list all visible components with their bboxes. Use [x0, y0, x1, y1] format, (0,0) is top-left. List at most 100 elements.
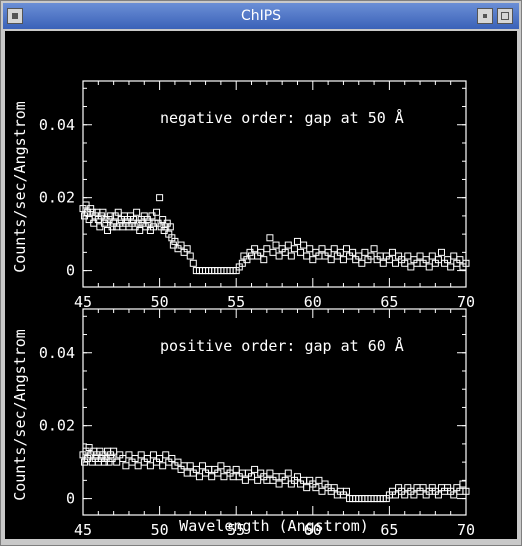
data-point	[87, 205, 95, 213]
data-point	[315, 476, 323, 484]
y-axis-label: Counts/sec/Angstrom	[11, 101, 29, 273]
data-point	[284, 241, 292, 249]
y-tick-label: 0.02	[39, 417, 75, 435]
y-tick-label: 0.04	[39, 116, 75, 134]
data-point	[85, 444, 93, 452]
data-point	[90, 219, 98, 227]
data-point	[220, 473, 228, 481]
data-point	[327, 256, 335, 264]
data-point	[422, 256, 430, 264]
data-point	[330, 484, 338, 492]
data-point	[110, 447, 118, 455]
data-points	[79, 444, 470, 503]
top-plot: negative order: gap at 50 Å Counts/sec/A…	[11, 80, 475, 311]
x-tick-label: 70	[457, 293, 475, 311]
data-point	[281, 248, 289, 256]
data-point	[434, 491, 442, 499]
x-tick-label: 45	[74, 293, 92, 311]
data-point	[82, 201, 90, 209]
data-point	[99, 208, 107, 216]
data-point	[306, 245, 314, 253]
x-tick-label: 45	[74, 521, 92, 539]
data-point	[246, 248, 254, 256]
x-tick-label: 60	[304, 521, 322, 539]
data-point	[355, 252, 363, 260]
x-tick-label: 55	[227, 293, 245, 311]
data-point	[263, 245, 271, 253]
y-axis-label: Counts/sec/Angstrom	[11, 329, 29, 501]
data-points	[79, 194, 470, 275]
data-point	[450, 491, 458, 499]
data-point	[379, 259, 387, 267]
data-point	[404, 252, 412, 260]
y-tick-label: 0	[66, 262, 75, 280]
data-point	[425, 263, 433, 271]
y-tick-label: 0	[66, 490, 75, 508]
data-point	[85, 216, 93, 224]
data-point	[133, 208, 141, 216]
data-point	[434, 256, 442, 264]
data-point	[100, 219, 108, 227]
data-point	[153, 208, 161, 216]
data-point	[287, 252, 295, 260]
data-point	[293, 237, 301, 245]
title-bar[interactable]: ChIPS	[3, 3, 519, 29]
data-point	[125, 451, 133, 459]
window-menu-icon[interactable]	[7, 8, 23, 24]
maximize-icon[interactable]	[497, 8, 513, 24]
data-point	[183, 245, 191, 253]
data-point	[251, 245, 259, 253]
data-point	[162, 451, 170, 459]
data-point	[108, 454, 116, 462]
data-point	[192, 465, 200, 473]
data-point	[290, 245, 298, 253]
data-point	[456, 256, 464, 264]
data-point	[339, 256, 347, 264]
data-point	[367, 252, 375, 260]
data-point	[293, 473, 301, 481]
data-point	[266, 234, 274, 242]
data-point	[275, 480, 283, 488]
data-point	[108, 223, 116, 231]
data-point	[183, 469, 191, 477]
data-point	[119, 454, 127, 462]
data-point	[450, 252, 458, 260]
data-point	[416, 252, 424, 260]
data-point	[462, 487, 470, 495]
data-point	[208, 473, 216, 481]
data-point	[248, 473, 256, 481]
data-point	[318, 245, 326, 253]
data-point	[392, 259, 400, 267]
minimize-icon[interactable]	[477, 8, 493, 24]
data-point	[385, 256, 393, 264]
data-point	[248, 252, 256, 260]
data-point	[122, 462, 130, 470]
plot-svg: negative order: gap at 50 Å Counts/sec/A…	[11, 80, 475, 539]
data-point	[214, 469, 222, 477]
data-point	[336, 248, 344, 256]
x-axis-label: Wavelength (Angstrom)	[179, 517, 369, 535]
data-point	[343, 245, 351, 253]
data-point	[146, 462, 154, 470]
x-tick-label: 50	[151, 293, 169, 311]
data-point	[166, 223, 174, 231]
axis-ticks: 45 50 55 60 65 70 0 0.02 0.04	[39, 81, 475, 311]
data-point	[159, 462, 167, 470]
data-point	[241, 476, 249, 484]
data-point	[324, 248, 332, 256]
data-point	[303, 484, 311, 492]
y-tick-label: 0.02	[39, 189, 75, 207]
plot-frame	[82, 80, 467, 288]
data-point	[309, 256, 317, 264]
data-point	[257, 248, 265, 256]
data-point	[96, 223, 104, 231]
data-point	[143, 454, 151, 462]
data-point	[156, 194, 164, 202]
data-point	[156, 454, 164, 462]
window-title: ChIPS	[240, 8, 282, 24]
data-point	[318, 487, 326, 495]
data-point	[105, 216, 113, 224]
data-point	[343, 487, 351, 495]
data-point	[131, 454, 139, 462]
